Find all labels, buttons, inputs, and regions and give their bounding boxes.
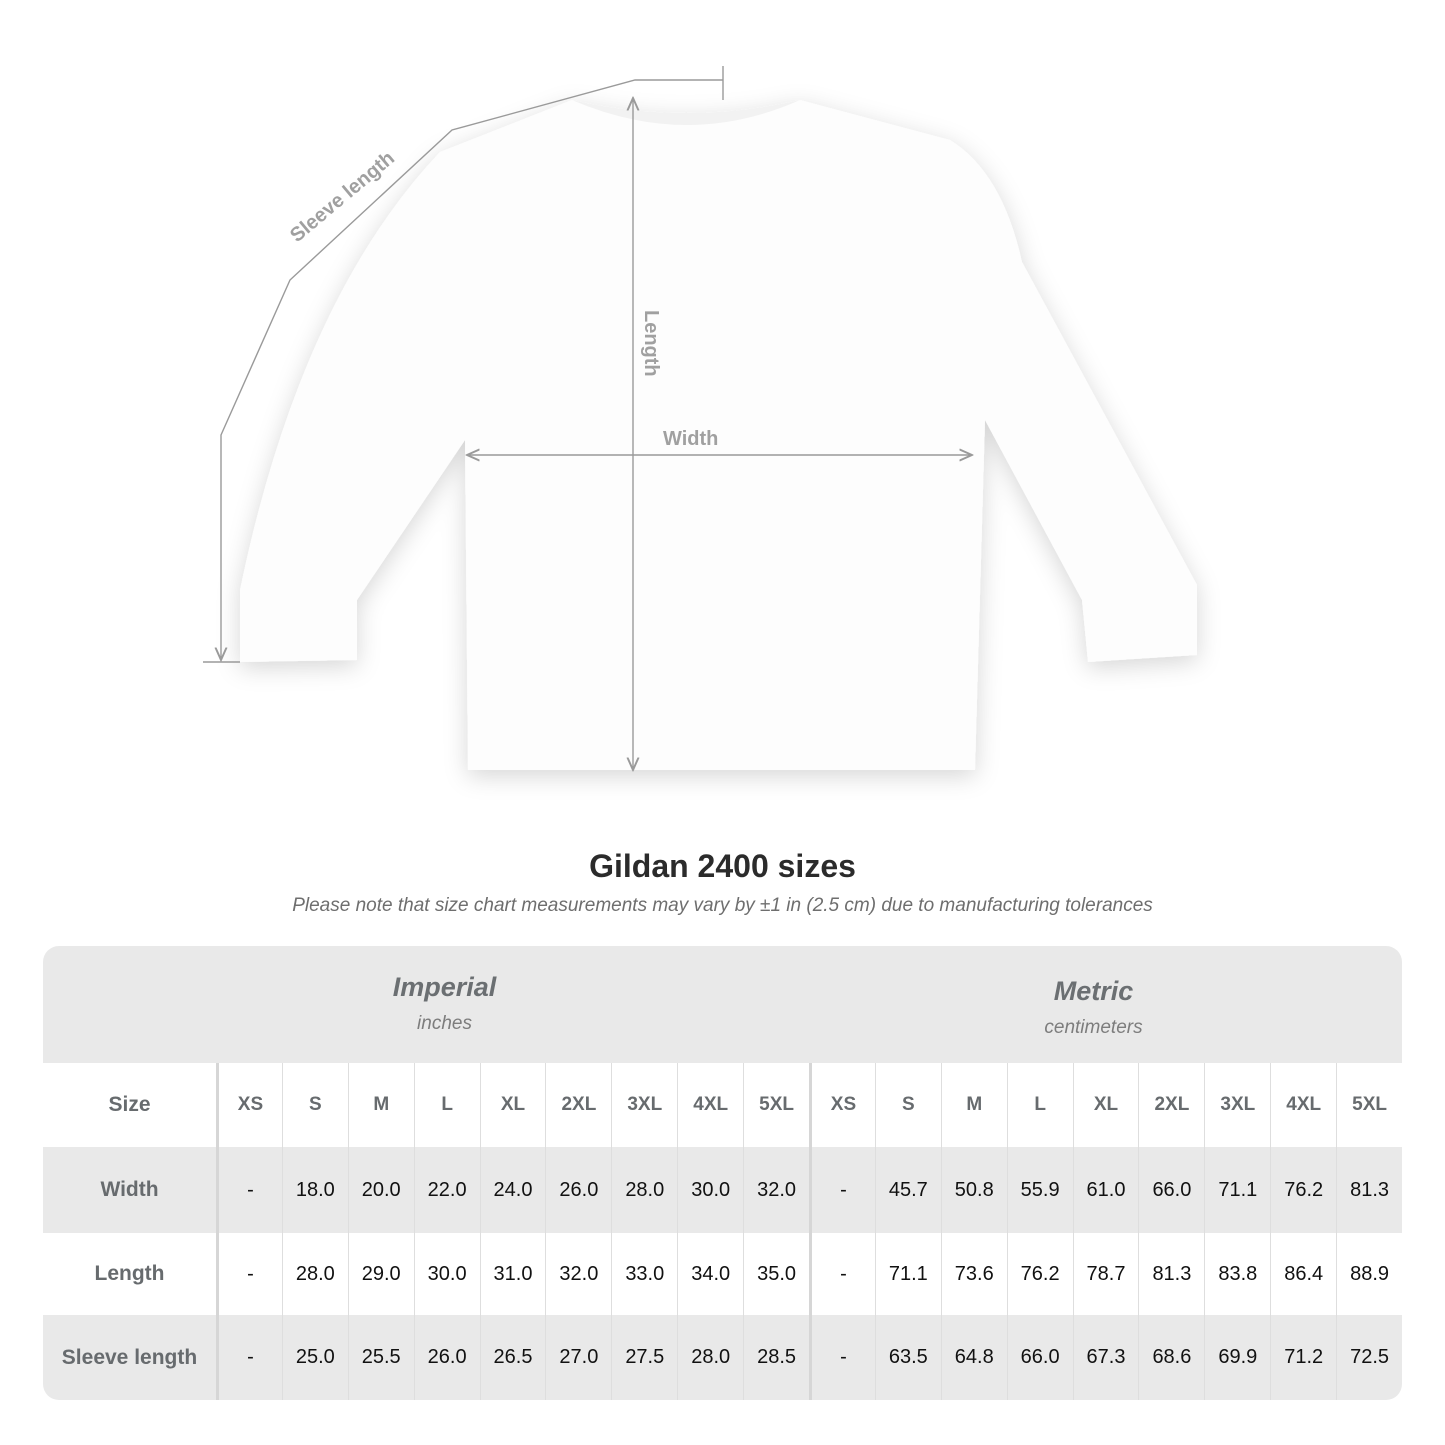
- length-label: Length: [640, 310, 662, 377]
- value-cell: -: [809, 1233, 875, 1315]
- value-cell: 63.5: [874, 1315, 941, 1400]
- value-cell: 73.6: [940, 1233, 1007, 1315]
- value-cell: 86.4: [1270, 1233, 1336, 1315]
- value-cell: 28.0: [611, 1147, 677, 1233]
- value-cell: 55.9: [1006, 1147, 1073, 1233]
- value-cell: 45.7: [874, 1147, 941, 1233]
- metric-header: Metric centimeters: [810, 976, 1377, 1039]
- value-cell: 71.2: [1270, 1315, 1336, 1400]
- size-table: Imperial inches Metric centimeters Size X…: [43, 946, 1402, 1400]
- table-row: Length -28.0 29.0 30.0 31.0 32.0 33.0 34.0 35.0-…: [43, 1233, 1402, 1315]
- value-cell: -: [809, 1147, 875, 1233]
- value-cell: 71.1: [874, 1233, 941, 1315]
- value-cell: -: [216, 1147, 282, 1233]
- size-header-cell: 5XL: [1336, 1063, 1402, 1147]
- value-cell: 32.0: [743, 1147, 809, 1233]
- value-cell: 28.5: [743, 1315, 809, 1400]
- value-cell: 30.0: [413, 1233, 480, 1315]
- value-cell: 67.3: [1072, 1315, 1139, 1400]
- metric-unit: centimeters: [1044, 1017, 1143, 1038]
- size-header-cell: XL: [479, 1063, 546, 1147]
- size-header-cell: M: [940, 1063, 1007, 1147]
- value-cell: 25.0: [281, 1315, 348, 1400]
- value-cell: 30.0: [677, 1147, 743, 1233]
- size-chart-title: Gildan 2400 sizes: [589, 848, 856, 884]
- value-cell: 28.0: [281, 1233, 348, 1315]
- size-header-cell: 2XL: [545, 1063, 611, 1147]
- size-header-cell: S: [281, 1063, 348, 1147]
- imperial-title: Imperial: [392, 972, 497, 1002]
- size-header-cell: M: [347, 1063, 414, 1147]
- units-header: Imperial inches Metric centimeters: [43, 946, 1402, 1063]
- value-cell: 24.0: [479, 1147, 546, 1233]
- tolerance-note: Please note that size chart measurements…: [292, 895, 1153, 916]
- value-cell: 64.8: [940, 1315, 1007, 1400]
- size-header-cell: 3XL: [611, 1063, 677, 1147]
- value-cell: 29.0: [347, 1233, 414, 1315]
- value-cell: 76.2: [1006, 1233, 1073, 1315]
- metric-title: Metric: [1053, 976, 1134, 1006]
- value-cell: 20.0: [347, 1147, 414, 1233]
- value-cell: -: [216, 1233, 282, 1315]
- long-sleeve-shirt: [240, 100, 1197, 770]
- value-cell: 66.0: [1006, 1315, 1073, 1400]
- value-cell: 78.7: [1072, 1233, 1139, 1315]
- value-cell: 88.9: [1336, 1233, 1402, 1315]
- row-label: Width: [100, 1178, 159, 1201]
- width-label: Width: [663, 428, 718, 450]
- imperial-unit: inches: [417, 1013, 472, 1034]
- size-header-cell: XS: [216, 1063, 282, 1147]
- value-cell: -: [809, 1315, 875, 1400]
- value-cell: 28.0: [677, 1315, 743, 1400]
- table-row: Sleeve length -25.0 25.5 26.0 26.5 27.0 27.5 28…: [43, 1315, 1402, 1400]
- size-header-cell: XS: [809, 1063, 875, 1147]
- value-cell: 26.0: [545, 1147, 611, 1233]
- value-cell: 35.0: [743, 1233, 809, 1315]
- size-header-cell: 4XL: [677, 1063, 743, 1147]
- value-cell: 27.5: [611, 1315, 677, 1400]
- value-cell: 32.0: [545, 1233, 611, 1315]
- value-cell: 61.0: [1072, 1147, 1139, 1233]
- size-header-cell: L: [1006, 1063, 1073, 1147]
- size-header-cell: 4XL: [1270, 1063, 1336, 1147]
- row-label: Size: [108, 1093, 151, 1116]
- value-cell: 66.0: [1138, 1147, 1204, 1233]
- value-cell: 69.9: [1204, 1315, 1270, 1400]
- value-cell: 50.8: [940, 1147, 1007, 1233]
- value-cell: 26.5: [479, 1315, 546, 1400]
- table-row: Width -18.0 20.0 22.0 24.0 26.0 28.0 30.0 32.0-4…: [43, 1147, 1402, 1233]
- value-cell: 34.0: [677, 1233, 743, 1315]
- value-cell: 76.2: [1270, 1147, 1336, 1233]
- value-cell: 18.0: [281, 1147, 348, 1233]
- value-cell: 25.5: [347, 1315, 414, 1400]
- size-header-cell: L: [413, 1063, 480, 1147]
- row-label: Length: [94, 1262, 165, 1285]
- value-cell: 22.0: [413, 1147, 480, 1233]
- row-label: Sleeve length: [61, 1345, 198, 1369]
- size-header-cell: 3XL: [1204, 1063, 1270, 1147]
- shirt-diagram: Sleeve length Length Width: [203, 66, 1197, 820]
- value-cell: 71.1: [1204, 1147, 1270, 1233]
- size-header-cell: XL: [1072, 1063, 1139, 1147]
- size-header-cell: 5XL: [743, 1063, 809, 1147]
- value-cell: 81.3: [1336, 1147, 1402, 1233]
- value-cell: -: [216, 1315, 282, 1400]
- size-header-cell: 2XL: [1138, 1063, 1204, 1147]
- value-cell: 83.8: [1204, 1233, 1270, 1315]
- value-cell: 68.6: [1138, 1315, 1204, 1400]
- value-cell: 33.0: [611, 1233, 677, 1315]
- size-header-row: Size XS S M L XL 2XL 3XL 4XL 5XL XS S M L XL 2XL 3XL 4XL 5…: [43, 1063, 1402, 1147]
- imperial-header: Imperial inches: [216, 972, 673, 1035]
- value-cell: 27.0: [545, 1315, 611, 1400]
- size-header-cell: S: [874, 1063, 941, 1147]
- value-cell: 31.0: [479, 1233, 546, 1315]
- value-cell: 26.0: [413, 1315, 480, 1400]
- value-cell: 81.3: [1138, 1233, 1204, 1315]
- sleeve-length-line: [221, 79, 723, 660]
- value-cell: 72.5: [1336, 1315, 1402, 1400]
